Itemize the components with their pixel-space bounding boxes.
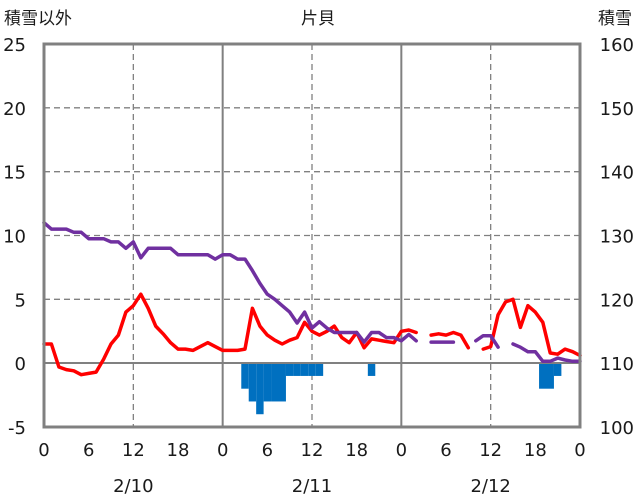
chart-title: 片貝	[301, 9, 335, 29]
snowfall-bar	[263, 363, 272, 402]
plot-frame	[42, 42, 582, 429]
series-lines	[42, 220, 582, 377]
snowfall-bar	[367, 363, 376, 376]
purple-series-line	[511, 342, 582, 364]
left-tick-label: 25	[3, 35, 26, 56]
snowfall-bar	[248, 363, 257, 402]
snowfall-bar	[300, 363, 309, 376]
x-tick-label: 6	[83, 440, 94, 461]
right-axis-title: 積雪	[598, 9, 632, 29]
right-tick-label: 110	[600, 354, 634, 375]
x-tick-label: 18	[524, 440, 547, 461]
purple-series-line	[42, 220, 418, 344]
left-tick-label: 10	[3, 227, 26, 248]
x-tick-label: 18	[345, 440, 368, 461]
snowfall-bar	[293, 363, 301, 376]
x-tick-label: 0	[574, 440, 585, 461]
date-label: 2/12	[470, 476, 510, 497]
right-tick-label: 140	[600, 163, 634, 184]
red-series-line	[42, 292, 418, 377]
left-axis-title: 積雪以外	[4, 9, 72, 29]
date-label: 2/10	[113, 476, 153, 497]
x-tick-label: 12	[479, 440, 502, 461]
snowfall-bar	[553, 363, 562, 376]
right-tick-label: 150	[600, 99, 634, 120]
x-tick-label: 18	[167, 440, 190, 461]
snowfall-bar	[315, 363, 324, 376]
x-tick-label: 6	[440, 440, 451, 461]
left-tick-label: 20	[3, 99, 26, 120]
x-tick-label: 6	[262, 440, 273, 461]
x-tick-label: 12	[301, 440, 324, 461]
left-tick-label: 15	[3, 163, 26, 184]
snowfall-bar	[308, 363, 316, 376]
snowfall-bar	[285, 363, 294, 376]
x-tick-label: 0	[38, 440, 49, 461]
purple-series-line	[474, 333, 500, 349]
right-tick-label: 120	[600, 290, 634, 311]
left-tick-label: 0	[15, 354, 26, 375]
snowfall-bar	[539, 363, 547, 389]
snowfall-bar	[546, 363, 554, 389]
snowfall-bar	[241, 363, 249, 389]
right-tick-label: 100	[600, 418, 634, 439]
snowfall-bar	[271, 363, 279, 402]
left-tick-label: -5	[8, 418, 26, 439]
date-label: 2/11	[292, 476, 332, 497]
x-tick-label: 0	[396, 440, 407, 461]
snowfall-bar	[278, 363, 286, 402]
red-series-line	[429, 330, 471, 350]
x-tick-label: 12	[122, 440, 145, 461]
snowfall-bar	[256, 363, 264, 415]
right-tick-label: 160	[600, 35, 634, 56]
right-tick-label: 130	[600, 227, 634, 248]
snowfall-bars	[241, 363, 562, 415]
red-series-line	[481, 297, 582, 358]
left-tick-label: 5	[15, 290, 26, 311]
x-tick-label: 0	[217, 440, 228, 461]
